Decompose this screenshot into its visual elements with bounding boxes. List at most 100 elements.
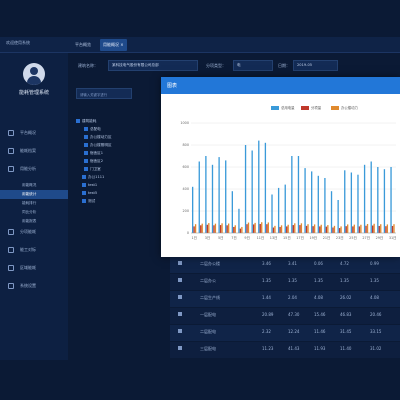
sidebar-item-6[interactable]: 同比分析 [0,208,68,217]
sidebar-item-8[interactable]: 分项能耗 [0,226,68,238]
tree-node[interactable]: 门卫室 [84,166,101,172]
table-row[interactable]: 三层配电 11.23 41.43 11.93 11.40 31.02 [170,342,400,358]
bar-1 [325,226,328,233]
bar-0 [370,161,372,233]
bar-1 [385,226,387,233]
table-cell: 4.72 [340,261,349,266]
date-picker[interactable]: 2019-05 [293,60,338,71]
sidebar-item-7[interactable]: 用能报表 [0,217,68,226]
table-cell: 4.08 [370,295,379,300]
sidebar-item-2[interactable]: 用能分析 [0,163,68,175]
tree-node[interactable]: test5 [82,190,97,196]
tree-node[interactable]: 办公楼动力区 [84,134,112,140]
table-cell: 1.44 [262,295,271,300]
bar-2 [227,223,230,233]
bar-2 [380,224,382,233]
table-row[interactable]: 二层生产线 1.44 2.04 4.08 26.02 4.08 [170,291,400,307]
bar-2 [366,223,369,233]
sidebar-item-label: 平台概况 [20,130,36,135]
table-row[interactable]: 二层配电 2.32 12.24 11.46 31.45 33.15 [170,325,400,341]
table-row[interactable]: 二层办公楼 3.46 3.41 0.06 4.72 0.99 [170,257,400,273]
row-checkbox[interactable] [178,346,182,350]
y-tick-label: 400 [183,187,189,191]
x-tick-label: 23日 [336,236,344,240]
company-select[interactable]: 某科技电气股份有限公司总部 [108,60,198,71]
legend-item[interactable]: 总用电量 [271,105,295,110]
tab-overview[interactable]: 平台概览 [75,42,91,47]
tree-node-label: 门卫室 [90,167,101,171]
checkbox-icon[interactable] [84,143,88,147]
x-tick-label: 31日 [389,236,397,240]
avatar[interactable] [23,63,45,85]
tree-node[interactable]: 测试 [82,198,95,204]
table-row[interactable]: 一层配电 20.89 47.30 15.46 46.83 20.46 [170,308,400,324]
table-cell: 31.02 [370,346,382,351]
bar-2 [307,224,309,233]
tab-energy-summary[interactable]: 用能概况 × [100,39,127,51]
bar-0 [350,172,353,233]
tree-node[interactable]: 宿舍区2 [84,158,103,164]
bar-1 [246,224,248,233]
table-cell: 3.46 [262,261,271,266]
table-cell: 1.35 [262,278,271,283]
checkbox-icon[interactable] [84,151,88,155]
checkbox-icon[interactable] [84,167,88,171]
bar-0 [344,170,346,233]
checkbox-icon[interactable] [84,159,88,163]
tree-node[interactable]: test1 [82,182,97,188]
modal-header: 图表 [161,77,400,94]
row-checkbox[interactable] [178,278,182,282]
sidebar-item-0[interactable]: 平台概况 [0,127,68,139]
legend-swatch [271,106,279,110]
legend-item[interactable]: 办公楼动力 [331,105,358,110]
table-cell: 47.30 [288,312,300,317]
checkbox-icon[interactable] [82,175,86,179]
tree-node-label: 总配电 [90,127,101,131]
checkbox-icon[interactable] [82,183,86,187]
checkbox-icon[interactable] [82,191,86,195]
tree-node[interactable]: 办公1111 [82,174,104,180]
tree-node[interactable]: 总配电 [84,126,101,132]
x-tick-label: 17日 [296,236,304,240]
tree-node[interactable]: 办公楼照明区 [84,142,112,148]
checkbox-icon[interactable] [82,199,86,203]
bar-0 [264,142,267,233]
tree-node[interactable]: 宿舍区1 [84,150,103,156]
sidebar-item-4[interactable]: 用能统计 [0,190,68,199]
sidebar-item-9[interactable]: 能工对标 [0,244,68,256]
sidebar-item-1[interactable]: 能耗档案 [0,145,68,157]
row-checkbox[interactable] [178,329,182,333]
bar-1 [352,226,354,233]
table-cell: 4.08 [314,295,323,300]
legend-item[interactable]: 分项量 [301,105,321,110]
sidebar-item-10[interactable]: 区域能耗 [0,262,68,274]
tree-node-label: 宿舍区1 [90,151,104,155]
row-checkbox[interactable] [178,261,182,265]
checkbox-icon[interactable] [76,119,80,123]
x-tick-label: 25日 [349,236,357,240]
sidebar-item-11[interactable]: 系统设置 [0,280,68,292]
menu-icon [8,130,14,136]
checkbox-icon[interactable] [84,127,88,131]
sidebar-item-5[interactable]: 能耗排行 [0,199,68,208]
bar-0 [317,175,319,233]
bar-1 [226,225,228,233]
bar-1 [292,225,294,233]
bar-0 [231,191,233,233]
bar-1 [279,226,281,233]
row-checkbox[interactable] [178,295,182,299]
tree-search-input[interactable]: 请输入关键字进行 [76,88,132,99]
bar-2 [327,225,329,233]
menu-icon [8,247,14,253]
table-cell: 二层配电 [200,329,216,334]
type-select[interactable]: 电 [233,60,273,71]
checkbox-icon[interactable] [84,135,88,139]
table-row[interactable]: 二层办公 1.35 1.35 1.35 1.35 1.35 [170,274,400,290]
row-checkbox[interactable] [178,312,182,316]
tree-node[interactable]: 建筑能耗 [76,118,96,124]
table-cell: 二层办公 [200,278,216,283]
bar-1 [213,225,215,233]
sidebar-item-label: 用能分析 [20,166,36,171]
bar-2 [274,225,276,233]
sidebar-item-3[interactable]: 用能概况 [0,181,68,190]
